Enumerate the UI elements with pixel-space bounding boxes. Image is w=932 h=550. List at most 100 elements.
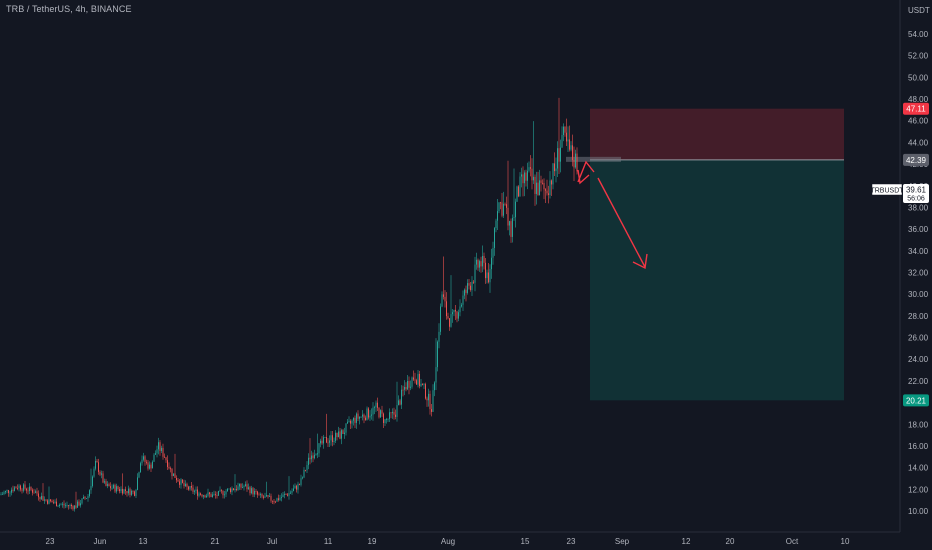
candle-body [150, 464, 152, 469]
candle-body [204, 495, 206, 498]
candle-body [234, 488, 236, 491]
price-tick-label: 12.00 [908, 485, 929, 494]
candle-body [281, 497, 282, 498]
candle-body [497, 211, 498, 221]
candle-body [404, 386, 405, 390]
candle-body [270, 495, 272, 501]
candle-body [54, 501, 56, 503]
candle-body [359, 416, 360, 419]
candle-body [324, 437, 326, 438]
candle-body [266, 495, 267, 497]
candle-body [252, 488, 254, 495]
candle-body [362, 414, 363, 417]
time-tick-label: 12 [682, 537, 691, 546]
candle-body [185, 483, 186, 487]
candle-body [3, 492, 5, 494]
candle-body [120, 488, 122, 492]
candle-body [156, 449, 158, 454]
candle-body [63, 503, 65, 506]
candle-body [515, 201, 516, 218]
candle-body [176, 477, 177, 481]
candle-body [513, 217, 515, 219]
candle-body [56, 501, 57, 507]
candle-body [135, 489, 137, 496]
candle-body [573, 160, 575, 168]
candle-body [476, 259, 477, 265]
candle-body [2, 493, 3, 495]
candle-body [426, 398, 428, 401]
candle-body [420, 383, 422, 387]
candle-body [267, 495, 269, 497]
candle-body [435, 367, 437, 383]
candle-body [89, 490, 90, 497]
candle-body [506, 204, 507, 208]
candle-body [41, 496, 42, 500]
candle-body [20, 485, 21, 490]
candle-body [411, 377, 413, 387]
candle-body [143, 456, 144, 460]
target-price-tag: 20.21 [906, 396, 927, 405]
candle-body [269, 495, 270, 497]
candle-body [341, 430, 342, 439]
candle-body [408, 381, 410, 388]
candle-body [377, 402, 378, 408]
candle-body [189, 486, 191, 490]
candle-body [261, 494, 263, 497]
candle-body [276, 498, 278, 502]
candle-body [138, 472, 140, 478]
candle-body [500, 202, 501, 204]
candle-body [422, 383, 423, 385]
candle-body [401, 389, 402, 405]
candle-body [465, 289, 467, 293]
candle-body [174, 473, 176, 478]
candle-body [111, 487, 113, 489]
candle-body [303, 469, 305, 478]
candle-body [542, 182, 543, 184]
candle-body [249, 487, 251, 494]
candle-body [237, 486, 239, 490]
candle-body [432, 390, 434, 412]
candle-body [240, 483, 242, 488]
price-tick-label: 54.00 [908, 30, 929, 39]
candle-body [194, 490, 195, 492]
candle-body [260, 494, 261, 495]
candle-body [101, 473, 102, 475]
candle-body [158, 442, 159, 450]
candle-body [356, 413, 357, 423]
candle-body [74, 505, 75, 510]
candle-body [351, 420, 353, 424]
candle-body [423, 384, 425, 385]
candle-body [522, 174, 524, 184]
candle-body [32, 489, 33, 493]
candle-body [564, 126, 566, 133]
candle-body [233, 488, 234, 491]
candle-body [168, 466, 170, 469]
candle-body [14, 487, 15, 491]
candle-body [470, 285, 471, 291]
candle-body [173, 473, 174, 477]
candle-body [6, 490, 8, 491]
candle-body [171, 468, 173, 477]
candle-body [353, 417, 354, 421]
candle-body [378, 407, 380, 418]
candle-body [558, 148, 560, 162]
candle-body [257, 491, 258, 495]
candle-body [503, 203, 504, 216]
take-profit-zone [590, 159, 844, 401]
candle-body [170, 468, 171, 470]
candle-body [254, 491, 255, 495]
candle-body [504, 203, 506, 205]
candle-body [372, 407, 374, 415]
candle-body [450, 314, 452, 327]
candle-body [345, 423, 347, 433]
candle-body [116, 486, 117, 492]
candle-body [92, 476, 93, 487]
candle-body [155, 453, 156, 455]
price-tick-label: 50.00 [908, 73, 929, 82]
time-tick-label: 15 [521, 537, 530, 546]
candle-body [570, 145, 572, 150]
candle-body [29, 486, 30, 491]
candle-body [533, 176, 534, 181]
candle-body [551, 180, 552, 185]
